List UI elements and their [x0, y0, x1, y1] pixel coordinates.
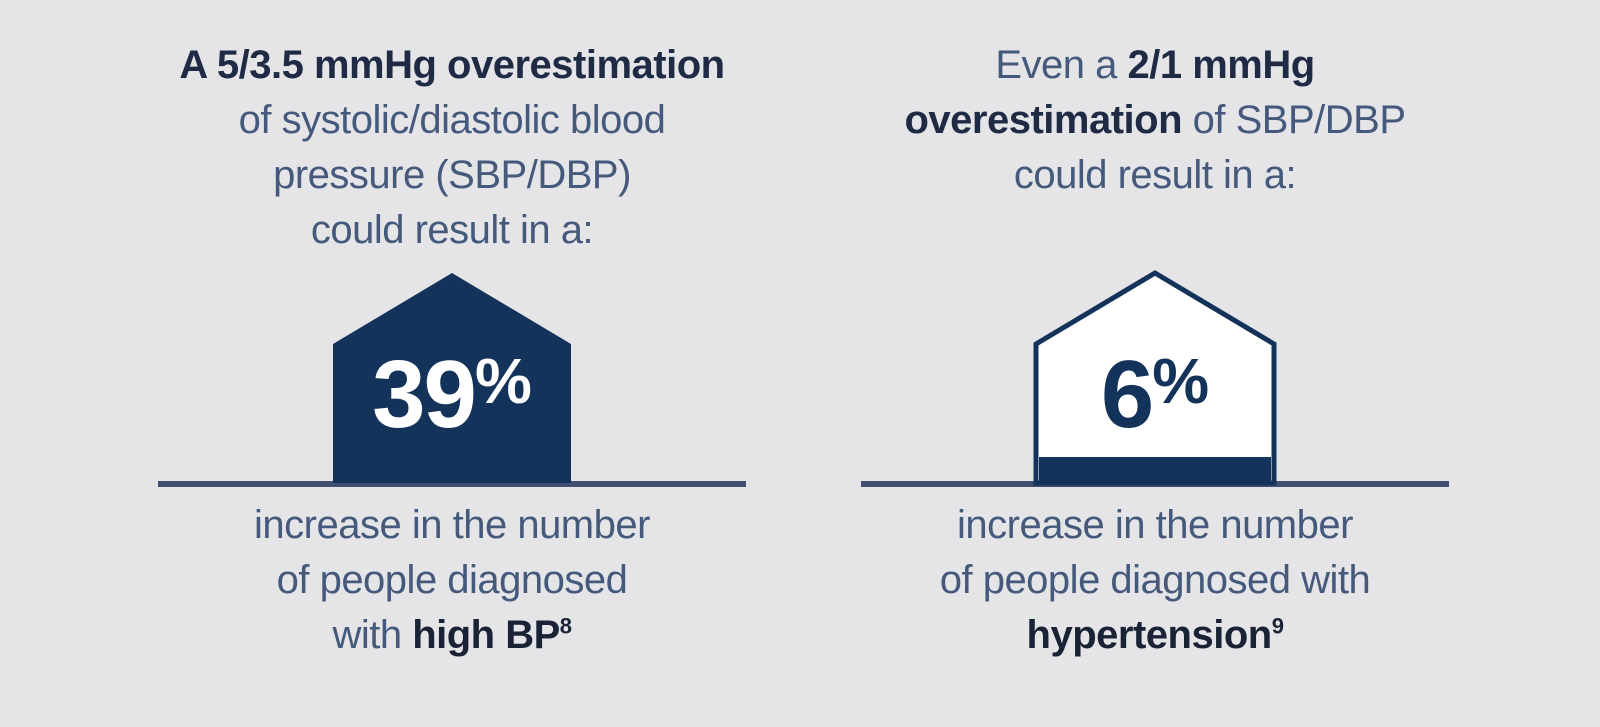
- right-heading: Even a 2/1 mmHg overestimation of SBP/DBP…: [835, 38, 1475, 258]
- right-caption-line2: of people diagnosed with: [939, 558, 1371, 602]
- left-caption: increase in the number of people diagnose…: [132, 498, 772, 663]
- percent-sign: %: [475, 345, 532, 417]
- right-caption: increase in the number of people diagnose…: [835, 498, 1475, 663]
- right-heading-line2-suffix: of SBP/DBP: [1182, 98, 1406, 142]
- right-percent-number: 6: [1101, 341, 1152, 448]
- house-up-arrow-icon: [333, 273, 571, 483]
- right-caption-reference-superscript: 9: [1271, 613, 1284, 639]
- right-percent-value: 6%: [1101, 341, 1209, 448]
- left-caption-line2: of people diagnosed: [276, 558, 628, 602]
- left-heading: A 5/3.5 mmHg overestimation of systolic/d…: [132, 38, 772, 258]
- left-heading-line3: pressure (SBP/DBP): [273, 153, 631, 197]
- left-percent-number: 39: [372, 341, 475, 448]
- right-panel: Even a 2/1 mmHg overestimation of SBP/DBP…: [835, 38, 1475, 727]
- right-house-figure: 6%: [861, 270, 1449, 487]
- left-caption-reference-superscript: 8: [559, 613, 572, 639]
- right-caption-bold-text: hypertension: [1026, 613, 1273, 657]
- right-heading-line2-bold: overestimation: [904, 98, 1183, 142]
- right-heading-line3: could result in a:: [1013, 153, 1297, 197]
- left-heading-line4: could result in a:: [310, 208, 594, 252]
- house-base-strip: [1039, 457, 1271, 481]
- right-heading-line1-bold: 2/1 mmHg: [1127, 43, 1315, 87]
- right-heading-line1-prefix: Even a: [995, 43, 1128, 87]
- left-caption-line3-prefix: with: [332, 613, 413, 657]
- percent-sign: %: [1152, 345, 1209, 417]
- left-house-figure: 39%: [158, 273, 746, 487]
- house-up-arrow-outline-icon: [1033, 270, 1277, 486]
- right-caption-line1: increase in the number: [957, 503, 1353, 547]
- right-caption-highlight: hypertension9: [1027, 613, 1284, 657]
- left-panel: A 5/3.5 mmHg overestimation of systolic/d…: [132, 38, 772, 727]
- left-percent-value: 39%: [372, 341, 532, 448]
- left-caption-line1: increase in the number: [254, 503, 650, 547]
- left-caption-bold-text: high BP: [412, 613, 560, 657]
- left-heading-line1-bold: A 5/3.5 mmHg overestimation: [179, 43, 725, 87]
- left-heading-line2: of systolic/diastolic blood: [238, 98, 666, 142]
- left-caption-highlight: high BP8: [412, 613, 572, 657]
